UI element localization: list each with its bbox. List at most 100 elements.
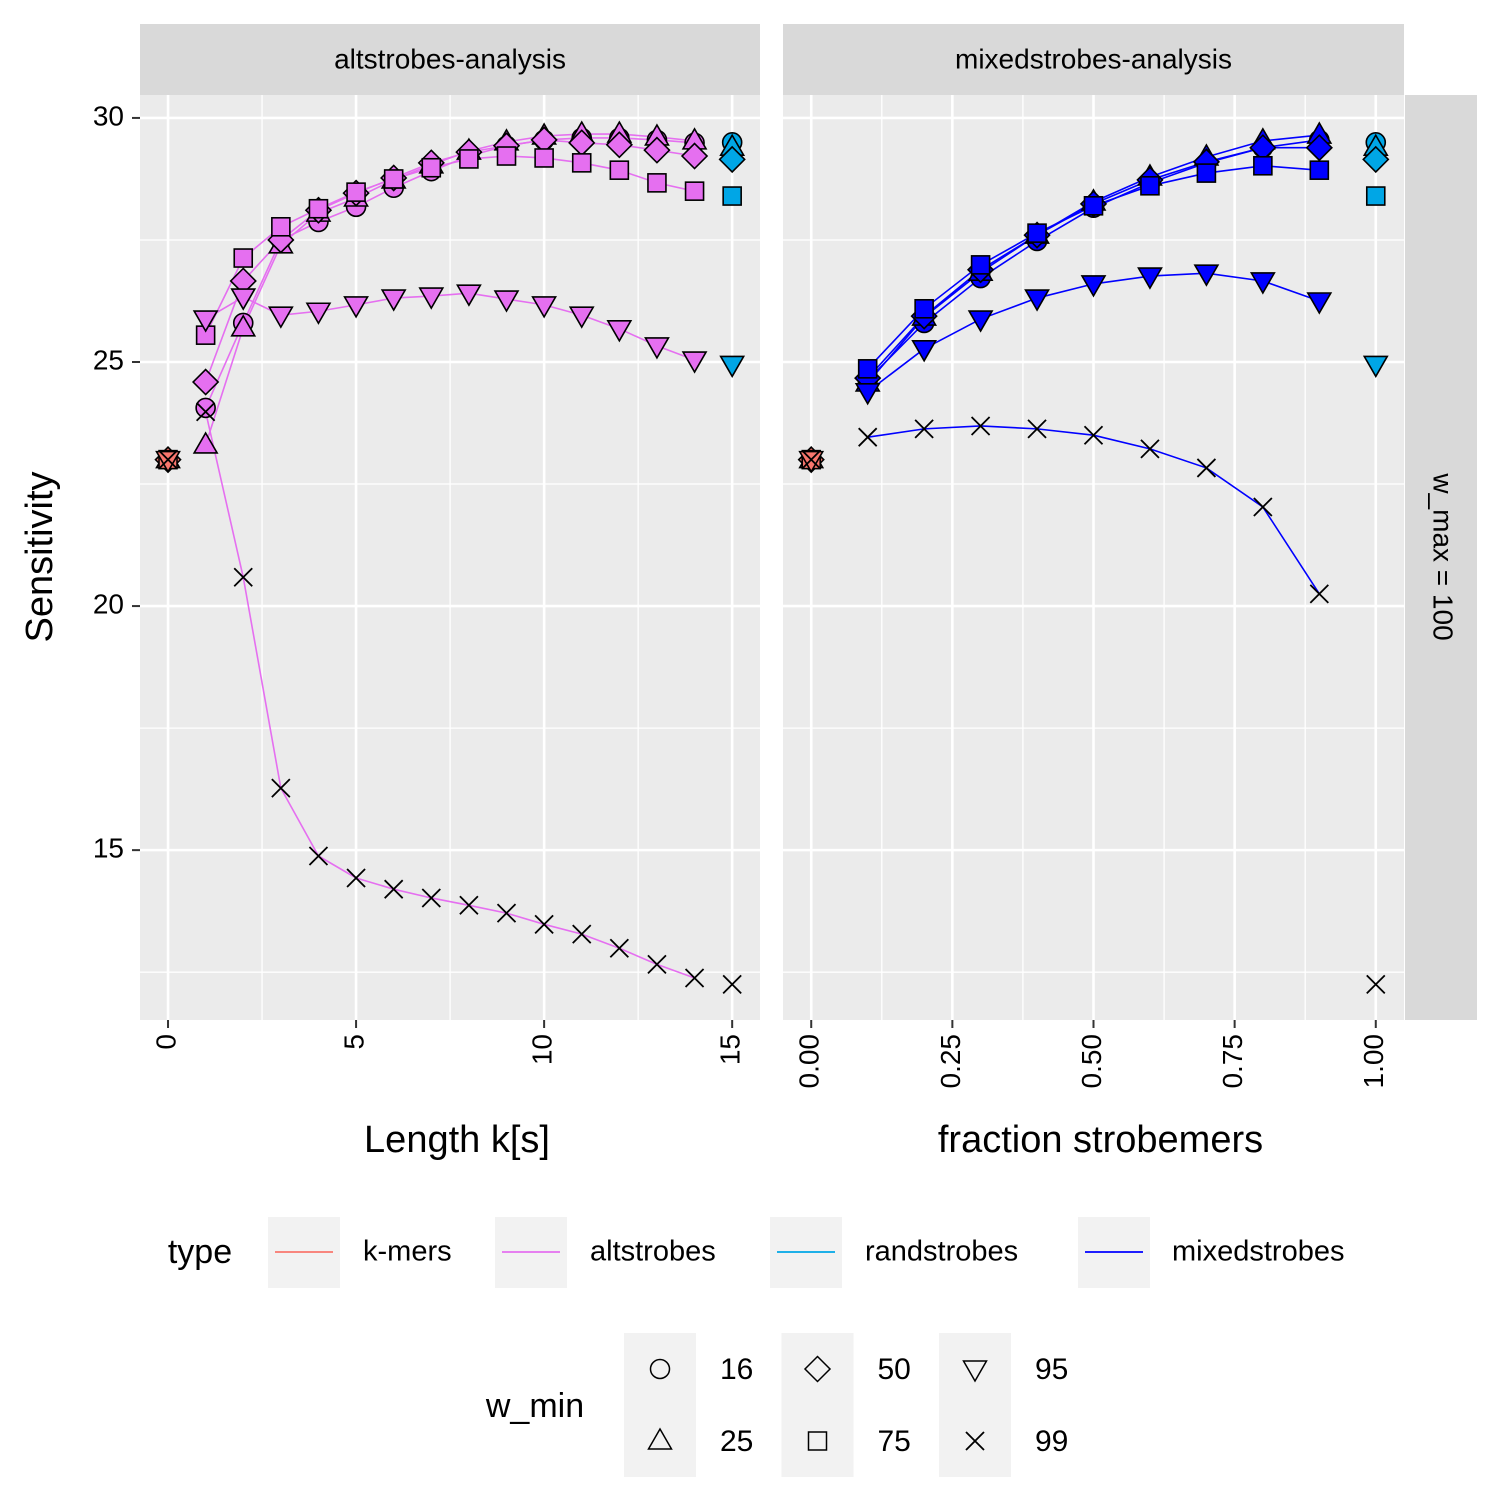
- point: [308, 198, 329, 219]
- point: [346, 868, 366, 888]
- point: [970, 416, 991, 436]
- point: [230, 288, 257, 311]
- point: [722, 974, 742, 995]
- point: [1140, 439, 1160, 459]
- point: [571, 153, 592, 173]
- point: [718, 145, 746, 174]
- point: [1249, 272, 1276, 295]
- point: [1309, 584, 1329, 604]
- point: [1306, 292, 1333, 315]
- point: [534, 914, 554, 934]
- x-tick-label: 1.00: [1358, 1034, 1389, 1089]
- point: [911, 340, 938, 363]
- point: [267, 306, 294, 329]
- point: [684, 968, 705, 988]
- point: [195, 397, 216, 419]
- facet-strip: [140, 24, 760, 95]
- point: [647, 173, 667, 193]
- y-tick-label: 30: [93, 100, 124, 131]
- point: [531, 296, 558, 319]
- point: [1253, 497, 1273, 517]
- legend-label: 16: [720, 1353, 753, 1386]
- point: [192, 310, 219, 333]
- y-tick-label: 15: [93, 833, 124, 864]
- legend-label: 95: [1035, 1353, 1068, 1386]
- x-axis-label: Length k[s]: [364, 1119, 550, 1161]
- point: [914, 298, 934, 319]
- point: [970, 255, 991, 275]
- point: [857, 359, 878, 379]
- facet-title: altstrobes-analysis: [334, 43, 566, 74]
- point: [192, 431, 219, 454]
- legend-key: [781, 1405, 854, 1477]
- x-axis-label: fraction strobemers: [938, 1119, 1263, 1161]
- legend-label: 25: [720, 1425, 753, 1458]
- series-line: [204, 411, 695, 979]
- point: [681, 351, 708, 374]
- legend-symbol: [649, 1358, 671, 1380]
- point: [1365, 186, 1386, 206]
- x-tick-label: 0: [150, 1034, 181, 1050]
- point: [684, 181, 705, 201]
- x-tick-label: 0.75: [1217, 1034, 1248, 1089]
- legend-label: 99: [1035, 1425, 1068, 1458]
- point: [493, 290, 520, 313]
- facet-strip: [783, 24, 1404, 95]
- point: [1193, 264, 1220, 287]
- point: [308, 846, 329, 866]
- point: [1140, 175, 1160, 196]
- facet-row-label: w_max = 100: [1428, 472, 1459, 640]
- point: [421, 157, 442, 178]
- legend-label: randstrobes: [865, 1236, 1018, 1268]
- x-tick-label: 15: [715, 1034, 746, 1065]
- point: [1362, 145, 1390, 174]
- point: [1196, 163, 1217, 183]
- point: [459, 149, 479, 169]
- point: [233, 567, 253, 587]
- legend-key: [939, 1333, 1011, 1405]
- legend-label: 50: [878, 1353, 911, 1386]
- point: [568, 306, 595, 329]
- legend-label: altstrobes: [590, 1236, 716, 1268]
- legend-symbol: [807, 1431, 828, 1451]
- facet-title: mixedstrobes-analysis: [955, 43, 1232, 74]
- point: [1305, 134, 1333, 162]
- point: [1196, 458, 1217, 478]
- point: [647, 954, 667, 974]
- point: [858, 427, 878, 447]
- point: [1027, 419, 1047, 439]
- legend-label: k-mers: [363, 1236, 452, 1268]
- point: [230, 314, 257, 337]
- point: [383, 169, 404, 189]
- point: [572, 924, 592, 944]
- point: [343, 296, 369, 319]
- point: [609, 938, 629, 958]
- point: [605, 131, 633, 159]
- point: [722, 186, 742, 206]
- point: [606, 320, 633, 343]
- legend-symbol: [962, 1360, 988, 1383]
- legend-title: w_min: [485, 1387, 584, 1425]
- point: [1083, 196, 1104, 216]
- point: [380, 289, 407, 312]
- legend-key: [781, 1333, 854, 1405]
- legend-symbol: [647, 1427, 673, 1450]
- point: [456, 284, 482, 307]
- point: [719, 355, 746, 379]
- legend-label: mixedstrobes: [1172, 1236, 1344, 1268]
- legend-key: [624, 1405, 696, 1477]
- legend-title: type: [168, 1233, 232, 1271]
- point: [1080, 275, 1107, 298]
- facet-strip-right: [1405, 95, 1477, 1020]
- point: [644, 337, 670, 360]
- point: [155, 450, 181, 474]
- y-tick-label: 25: [93, 344, 124, 375]
- point: [643, 136, 671, 164]
- x-tick-label: 0.00: [794, 1034, 825, 1089]
- x-tick-label: 0.50: [1076, 1034, 1107, 1089]
- point: [854, 382, 881, 406]
- point: [680, 142, 709, 170]
- point: [496, 903, 517, 923]
- point: [801, 449, 821, 470]
- point: [1137, 267, 1163, 290]
